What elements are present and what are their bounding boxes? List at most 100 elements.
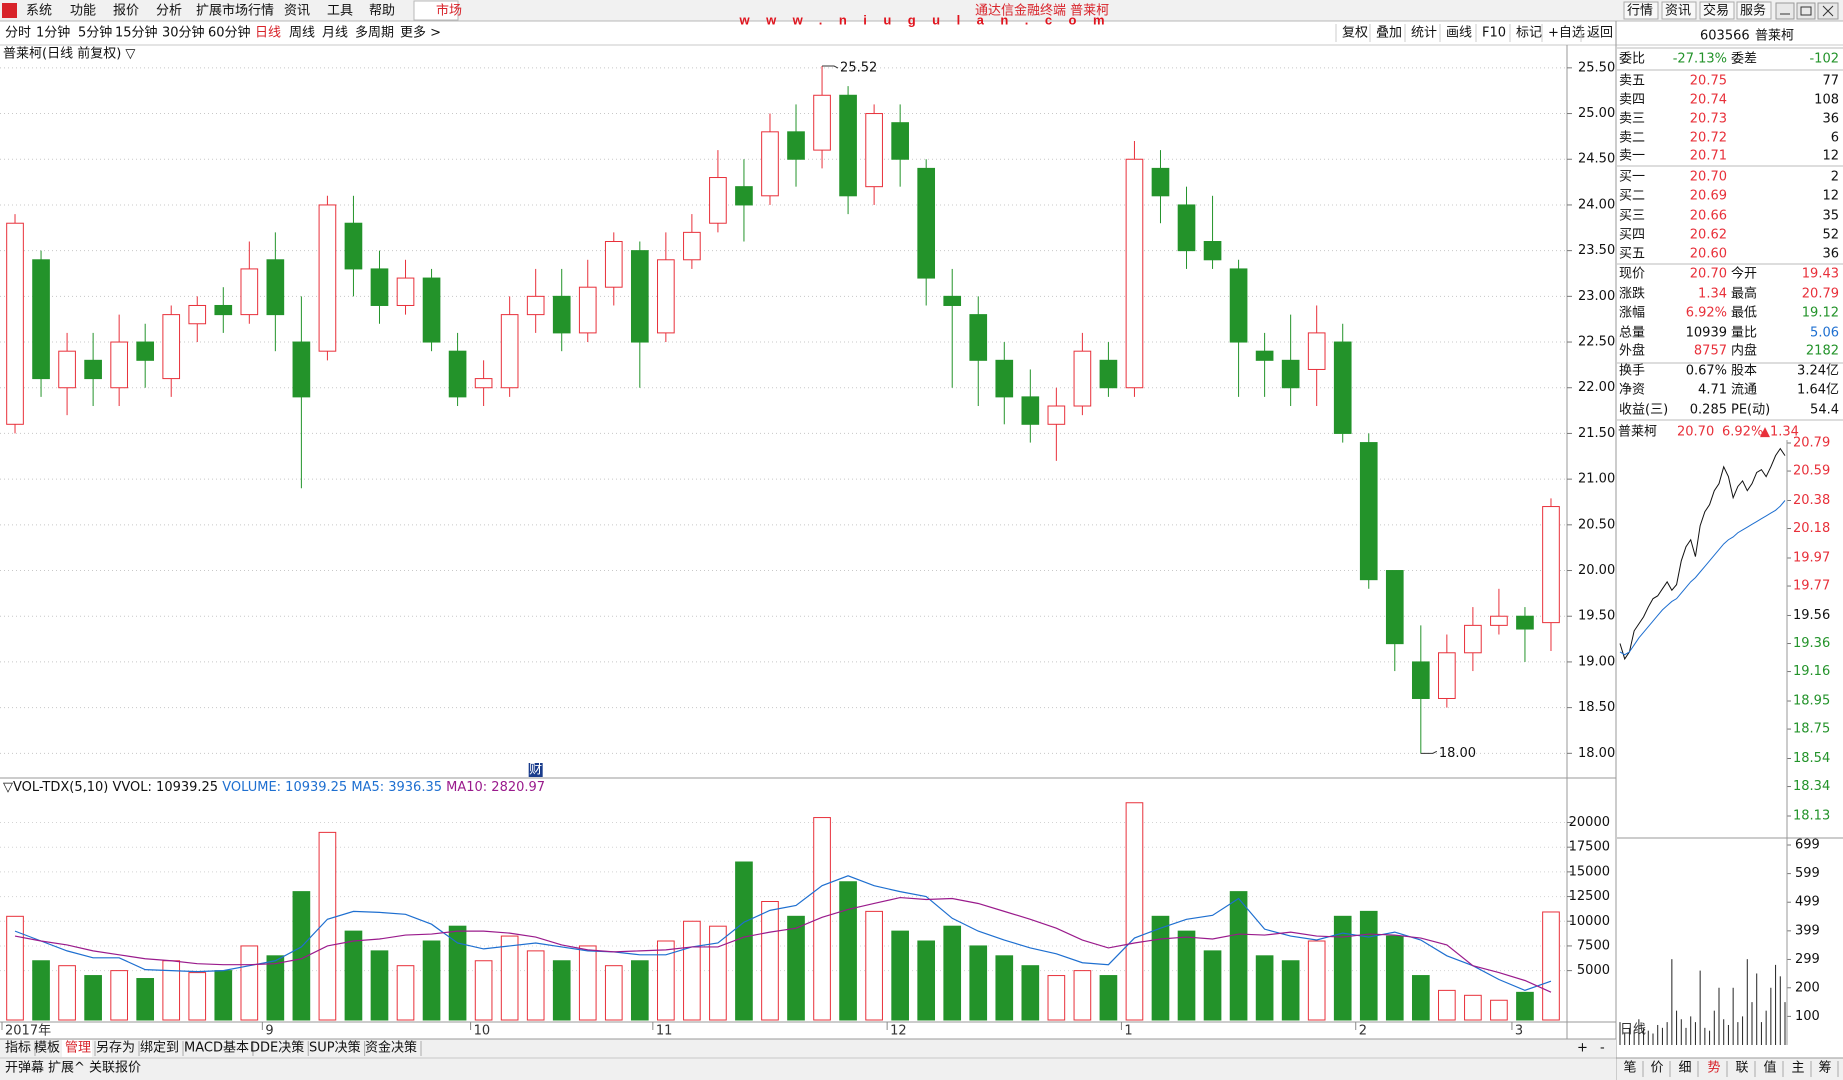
top-button[interactable] xyxy=(1623,1,1659,20)
candle-body xyxy=(1021,396,1040,425)
side-tab[interactable]: 势 xyxy=(1707,1060,1720,1076)
tool-button[interactable]: 叠加 xyxy=(1376,26,1402,41)
volume-bar xyxy=(943,925,962,1021)
menu-item[interactable]: 工具 xyxy=(327,4,353,19)
volume-bar xyxy=(344,930,363,1021)
market-tab[interactable] xyxy=(413,0,459,21)
indicator-tab[interactable]: 另存为 xyxy=(96,1041,135,1056)
y-tick-label: 20.50 xyxy=(1578,517,1615,532)
order-label: 卖二 xyxy=(1619,131,1645,146)
period-button[interactable]: 周线 xyxy=(289,26,315,41)
menu-item[interactable]: 系统 xyxy=(26,4,52,19)
candle-body xyxy=(578,286,597,334)
bottom-button[interactable]: 关联报价 xyxy=(89,1061,141,1076)
legend-entry: MA5: 3936.35 xyxy=(351,780,442,795)
order-volume: 12 xyxy=(1822,189,1839,204)
period-button[interactable]: 分时 xyxy=(5,26,31,41)
period-button[interactable]: 更多 > xyxy=(400,25,441,41)
tool-button[interactable]: +自选 xyxy=(1548,26,1585,41)
period-button[interactable]: 60分钟 xyxy=(208,25,251,41)
indicator-tab[interactable]: 指标 xyxy=(5,1041,31,1056)
period-button[interactable]: 30分钟 xyxy=(162,25,205,41)
volume-bar xyxy=(709,925,727,1021)
quote-value: 1.34 xyxy=(1698,287,1727,302)
indicator-tab[interactable]: DDE决策 xyxy=(250,1040,304,1056)
bottom-button[interactable]: 扩展^ xyxy=(48,1061,85,1076)
period-button[interactable]: 日线 xyxy=(255,26,281,41)
quote-value: 54.4 xyxy=(1810,403,1839,418)
menu-item[interactable]: 帮助 xyxy=(369,4,395,19)
chart-title: 普莱柯(日线 前复权) ▽ xyxy=(3,46,135,62)
menu-item[interactable]: 扩展市场行情 xyxy=(196,3,274,19)
bottom-button[interactable]: 开弹幕 xyxy=(5,1061,44,1076)
quote-value: 20.70 xyxy=(1690,267,1727,282)
volume-bar xyxy=(162,960,181,1021)
period-button[interactable]: 15分钟 xyxy=(115,25,158,41)
indicator-tab[interactable]: 管理 xyxy=(65,1041,91,1056)
side-tab[interactable]: 细 xyxy=(1678,1061,1691,1076)
order-label: 卖四 xyxy=(1619,93,1645,108)
tool-button[interactable]: 返回 xyxy=(1587,26,1613,41)
side-tab[interactable]: 价 xyxy=(1650,1061,1663,1076)
candle-body xyxy=(214,304,233,316)
candle-body xyxy=(136,341,155,361)
y-tick-label: 21.00 xyxy=(1578,472,1615,487)
indicator-tab[interactable]: 模板 xyxy=(34,1041,60,1056)
top-button[interactable] xyxy=(1699,1,1735,20)
period-button[interactable]: 1分钟 xyxy=(36,25,70,41)
y-tick-label: 19.97 xyxy=(1793,550,1830,565)
order-volume: 36 xyxy=(1822,112,1839,127)
quote-label: 换手 xyxy=(1619,364,1645,379)
tool-button[interactable]: 标记 xyxy=(1516,26,1542,41)
volume-bar xyxy=(214,970,233,1021)
volume-bar xyxy=(318,831,337,1021)
candle-body xyxy=(240,268,259,316)
x-tick-label: 12 xyxy=(890,1024,907,1039)
side-tab[interactable]: 主 xyxy=(1791,1061,1804,1076)
tool-button[interactable]: 统计 xyxy=(1411,26,1437,41)
indicator-tab[interactable]: SUP决策 xyxy=(309,1040,361,1056)
menu-item[interactable]: 分析 xyxy=(156,4,182,19)
volume-bar xyxy=(136,978,155,1021)
y-tick-label: 18.75 xyxy=(1793,722,1830,737)
quote-value: 0.285 xyxy=(1690,403,1727,418)
menu-item[interactable]: 功能 xyxy=(70,4,96,19)
period-button[interactable]: 多周期 xyxy=(355,25,394,41)
menu-item[interactable]: 资讯 xyxy=(284,4,310,19)
restore-button[interactable] xyxy=(1796,2,1816,20)
minimize-button[interactable] xyxy=(1775,2,1795,20)
side-tab[interactable]: 筹 xyxy=(1818,1060,1831,1076)
menu-item[interactable]: 报价 xyxy=(113,4,139,19)
zoom-button[interactable]: + xyxy=(1577,1041,1588,1056)
app-icon[interactable] xyxy=(2,3,17,18)
side-tab[interactable]: 笔 xyxy=(1623,1060,1636,1076)
volume-bar xyxy=(1333,915,1352,1021)
top-button-label: 交易 xyxy=(1703,3,1729,19)
indicator-tab[interactable]: 绑定到 xyxy=(140,1041,179,1056)
side-tab[interactable]: 值 xyxy=(1763,1060,1776,1076)
period-button[interactable]: 月线 xyxy=(322,26,348,41)
news-marker[interactable] xyxy=(528,763,543,777)
tool-button[interactable]: F10 xyxy=(1482,26,1506,41)
y-tick-label: 19.36 xyxy=(1793,636,1830,651)
top-button[interactable] xyxy=(1736,1,1772,20)
order-label: 买一 xyxy=(1619,170,1645,185)
period-button[interactable]: 5分钟 xyxy=(78,25,112,41)
order-price: 20.75 xyxy=(1690,74,1727,89)
indicator-tab[interactable]: MACD基本 xyxy=(184,1041,249,1056)
menu-bar xyxy=(0,0,1843,21)
tool-button[interactable]: 复权 xyxy=(1342,25,1368,41)
y-tick-label: 24.50 xyxy=(1578,152,1615,167)
max-label: 25.52 xyxy=(840,61,877,76)
legend-entry: MA10: 2820.97 xyxy=(446,780,545,795)
tool-button[interactable]: 画线 xyxy=(1446,26,1472,41)
candle-body xyxy=(1177,204,1196,252)
top-button[interactable] xyxy=(1661,1,1697,20)
candle-body xyxy=(162,314,181,380)
y-tick-label: 18.54 xyxy=(1793,751,1830,766)
candle-body xyxy=(630,250,649,343)
indicator-tab[interactable]: 资金决策 xyxy=(365,1040,417,1056)
side-tab[interactable]: 联 xyxy=(1735,1061,1748,1076)
y-tick-label: 19.50 xyxy=(1578,609,1615,624)
zoom-button[interactable]: - xyxy=(1600,1041,1605,1056)
